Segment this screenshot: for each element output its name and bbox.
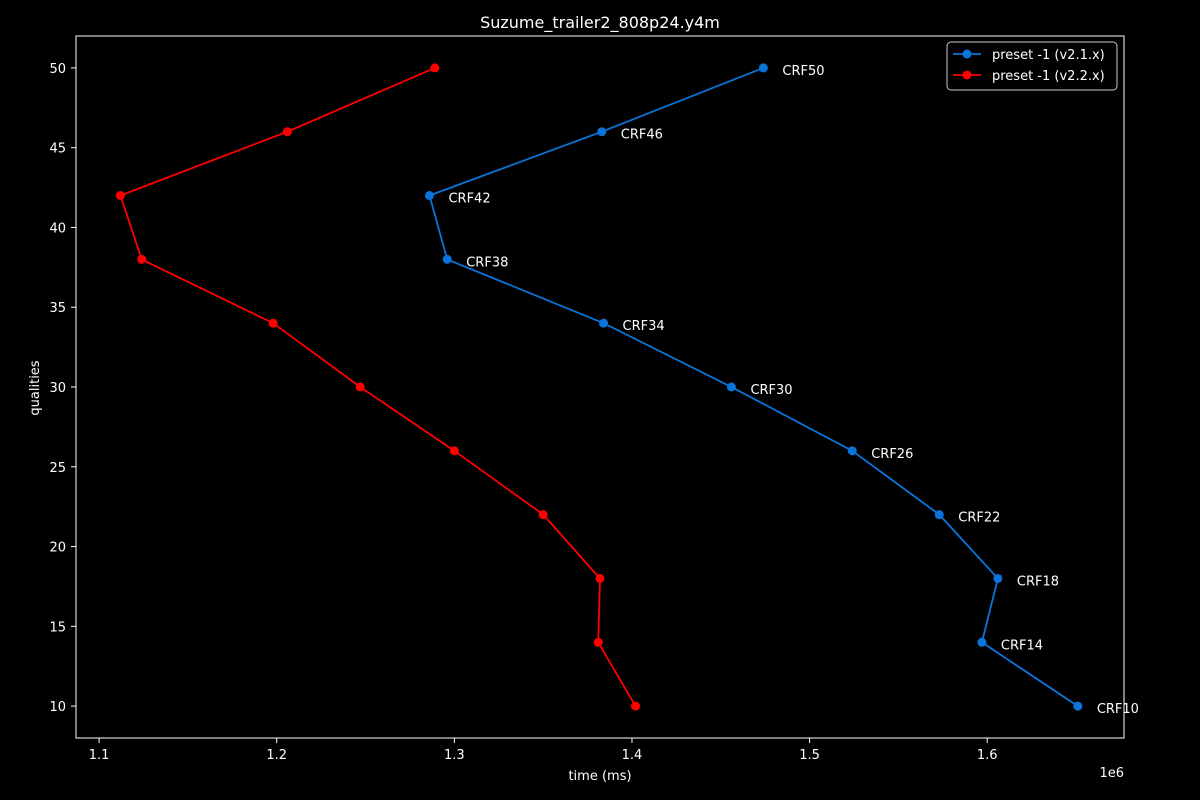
series-2-point [268, 318, 278, 328]
x-tick-label: 1.1 [89, 748, 110, 763]
series-1-point [442, 254, 452, 264]
series-2-point [115, 191, 125, 201]
series-2 [115, 63, 641, 711]
series-1-point [597, 127, 607, 137]
series-1-point [993, 573, 1003, 583]
chart-title: Suzume_trailer2_808p24.y4m [480, 13, 720, 33]
legend-swatch-marker [962, 49, 972, 59]
series-1-point [1073, 701, 1083, 711]
series-1-point [847, 446, 857, 456]
y-tick-label: 45 [49, 142, 66, 157]
y-tick-label: 15 [49, 620, 66, 635]
series-1-point [758, 63, 768, 73]
point-label: CRF38 [466, 255, 508, 270]
series-1-point [977, 637, 987, 647]
point-label: CRF10 [1097, 702, 1139, 717]
series-2-point [449, 446, 459, 456]
series-1: CRF50 CRF46 CRF42 CRF38 CRF34 CRF30 CRF26 CRF22… [424, 63, 1139, 717]
legend: preset -1 (v2.1.x) preset -1 (v2.2.x) [946, 41, 1118, 91]
point-label: CRF14 [1001, 638, 1043, 653]
series-2-point [137, 254, 147, 264]
series-2-point [593, 637, 603, 647]
point-label: CRF26 [871, 447, 913, 462]
y-axis-ticks: 10 15 20 25 30 35 40 45 50 [49, 62, 76, 715]
x-tick-label: 1.3 [444, 748, 465, 763]
point-label: CRF34 [623, 319, 665, 334]
y-tick-label: 30 [49, 381, 66, 396]
series-2-point [430, 63, 440, 73]
y-tick-label: 10 [49, 700, 66, 715]
series-1-point [424, 191, 434, 201]
legend-frame [946, 41, 1118, 91]
plot-area-frame [75, 35, 1125, 739]
point-label: CRF46 [621, 128, 663, 143]
point-label: CRF42 [448, 192, 490, 207]
y-tick-label: 35 [49, 301, 66, 316]
point-label: CRF30 [750, 383, 792, 398]
series-1-point [599, 318, 609, 328]
y-tick-label: 25 [49, 461, 66, 476]
y-axis-title: qualities [28, 360, 43, 415]
series-2-point [355, 382, 365, 392]
series-2-point [631, 701, 641, 711]
y-tick-label: 40 [49, 221, 66, 236]
x-tick-label: 1.2 [266, 748, 287, 763]
point-label: CRF18 [1017, 574, 1059, 589]
x-axis-title: time (ms) [568, 769, 631, 784]
legend-swatch-marker [962, 70, 972, 80]
series-2-point [595, 573, 605, 583]
series-2-point [538, 510, 548, 520]
point-label: CRF50 [782, 64, 824, 79]
legend-entry-label: preset -1 (v2.1.x) [992, 48, 1105, 63]
x-tick-label: 1.5 [799, 748, 820, 763]
series-layer: CRF50 CRF46 CRF42 CRF38 CRF34 CRF30 CRF26 CRF22… [115, 63, 1139, 717]
x-axis-offset-label: 1e6 [1099, 766, 1124, 781]
y-tick-label: 20 [49, 541, 66, 556]
series-2-point [282, 127, 292, 137]
point-label: CRF22 [958, 511, 1000, 526]
x-tick-label: 1.6 [977, 748, 998, 763]
series-1-point [726, 382, 736, 392]
legend-entry-label: preset -1 (v2.2.x) [992, 69, 1105, 84]
x-tick-label: 1.4 [622, 748, 643, 763]
x-axis-ticks: 1.1 1.2 1.3 1.4 1.5 1.6 [89, 738, 998, 763]
series-1-point [934, 510, 944, 520]
y-tick-label: 50 [49, 62, 66, 77]
